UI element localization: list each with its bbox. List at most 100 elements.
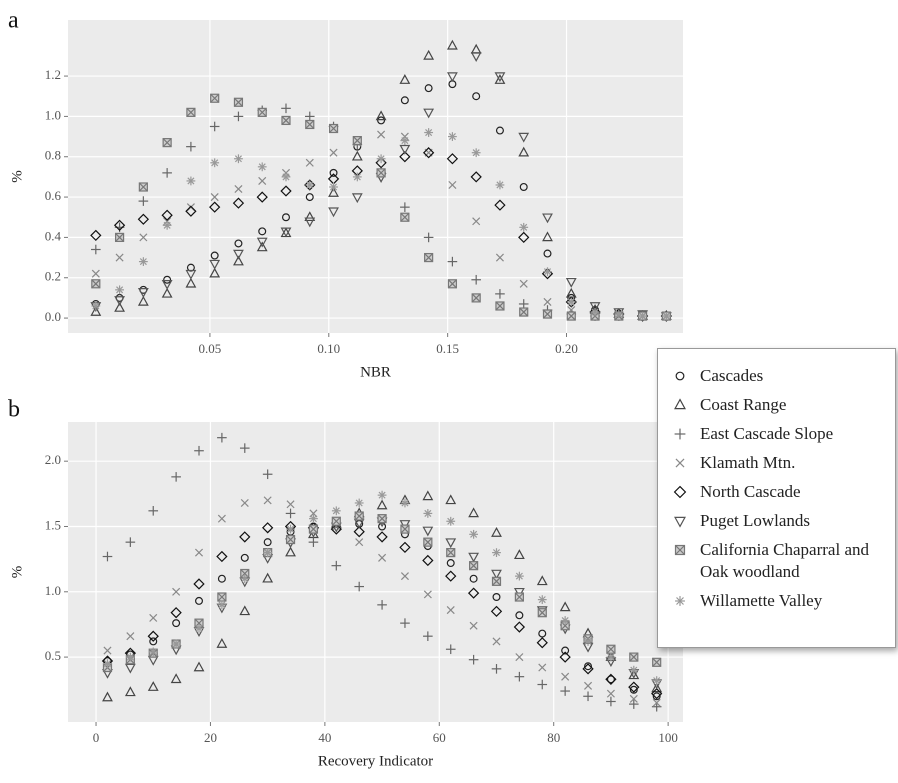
x-tick-label: 20 (204, 730, 217, 745)
legend: Cascades Coast Range East Cascade Slope Kla… (657, 348, 896, 648)
point (471, 274, 481, 285)
point (537, 608, 547, 618)
point (329, 182, 338, 192)
point (305, 193, 314, 202)
y-tick-label: 1.5 (45, 517, 61, 532)
point (446, 72, 458, 83)
point (491, 569, 502, 580)
point (138, 196, 149, 206)
point (209, 121, 220, 132)
point (186, 141, 196, 152)
y-tick-label: 0.8 (45, 148, 61, 163)
point (445, 494, 457, 505)
point (513, 621, 526, 633)
point (400, 524, 410, 534)
panel-label: a (8, 8, 19, 34)
x-tick-label: 0.15 (436, 341, 459, 356)
point (126, 632, 135, 641)
x-tick-label: 0.20 (555, 341, 578, 356)
point (468, 507, 480, 518)
point (280, 185, 292, 197)
point (194, 445, 204, 456)
point (147, 630, 159, 642)
point (515, 611, 524, 620)
point (536, 575, 548, 586)
legend-icon (673, 485, 687, 499)
point (494, 74, 506, 84)
point (584, 681, 593, 690)
point (514, 592, 524, 602)
point (589, 302, 601, 313)
point (400, 212, 410, 222)
point (471, 148, 481, 158)
point (308, 524, 319, 534)
point (491, 526, 502, 537)
legend-entry: North Cascade (672, 481, 887, 503)
point (538, 663, 547, 672)
point (217, 600, 227, 610)
point (262, 572, 274, 583)
point (448, 180, 457, 189)
point (537, 679, 548, 690)
point (543, 249, 552, 258)
point (281, 172, 291, 182)
y-axis-label: % (9, 170, 25, 183)
legend-icon (675, 458, 685, 468)
point (194, 548, 204, 557)
point (446, 606, 455, 615)
point (328, 186, 339, 197)
x-tick-label: 0.05 (199, 341, 222, 356)
point (565, 296, 577, 308)
legend-entry: Klamath Mtn. (672, 452, 887, 474)
point (216, 550, 228, 563)
point (240, 498, 249, 507)
point (161, 279, 173, 290)
point (651, 682, 663, 693)
point (171, 639, 181, 649)
point (331, 560, 342, 571)
point (113, 219, 126, 231)
point (376, 531, 388, 543)
point (329, 148, 338, 157)
point (239, 443, 250, 453)
point (399, 151, 411, 163)
point (423, 232, 434, 243)
point (263, 548, 273, 558)
point (566, 297, 576, 307)
point (422, 554, 434, 567)
point (114, 296, 126, 306)
legend-label: Coast Range (700, 395, 787, 414)
point (377, 130, 386, 139)
legend-label: East Cascade Slope (700, 424, 834, 443)
point (161, 287, 173, 298)
point (518, 231, 530, 244)
point (90, 229, 102, 242)
point (400, 202, 410, 212)
point (234, 239, 243, 248)
point (258, 227, 267, 236)
point (559, 601, 571, 612)
point (172, 619, 181, 628)
point (138, 257, 148, 267)
point (304, 179, 316, 191)
point (423, 49, 435, 60)
legend-entry: Willamette Valley (672, 590, 887, 612)
point (210, 251, 219, 260)
point (469, 574, 478, 583)
y-tick-label: 0.6 (45, 188, 62, 203)
y-tick-label: 2.0 (45, 452, 61, 467)
legend-marker (674, 544, 686, 556)
x-tick-label: 100 (658, 730, 678, 745)
point (163, 275, 172, 284)
point (495, 301, 505, 311)
point (239, 605, 251, 616)
point (137, 288, 149, 298)
point (400, 498, 410, 508)
point (582, 663, 594, 675)
point (584, 662, 593, 671)
point (376, 168, 386, 178)
point (652, 657, 662, 667)
point (515, 653, 524, 662)
legend-label: Willamette Valley (700, 591, 823, 610)
